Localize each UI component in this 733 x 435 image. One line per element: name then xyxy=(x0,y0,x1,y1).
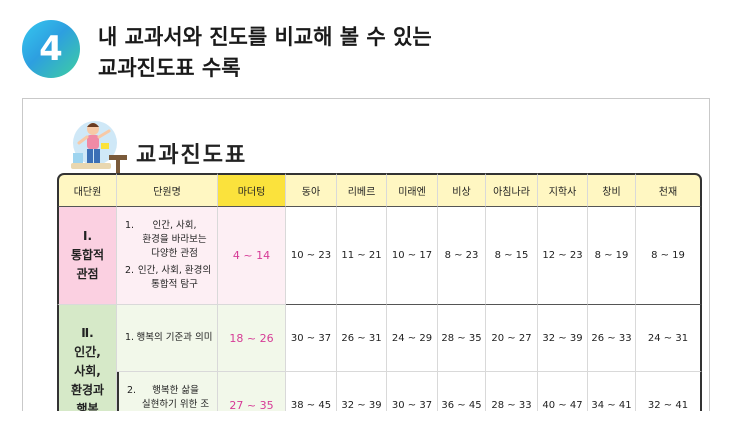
page-range-cell: 32 ~ 39 xyxy=(538,305,588,372)
lesson-title: 행복의 기준과 의미 xyxy=(136,332,213,343)
header-cell: 미래엔 xyxy=(387,173,438,207)
header-cell: 아침나라 xyxy=(486,173,538,207)
student-mascot-icon xyxy=(71,121,127,174)
unit-name: 통합적 관점 xyxy=(70,248,105,281)
table-row: Ⅱ. 인간, 사회, 환경과 행복 1. 행복의 기준과 의미 18 ~ 26 … xyxy=(57,305,702,411)
lesson-line: 환경을 바라보는 xyxy=(142,234,207,245)
page-range-cell: 8 ~ 19 xyxy=(588,207,636,305)
header-cell: 리베르 xyxy=(337,173,387,207)
page-range-cell: 32 ~ 39 xyxy=(337,372,387,411)
lesson-cell: 1. 행복의 기준과 의미 xyxy=(117,305,218,372)
section-heading: 내 교과서와 진도를 비교해 볼 수 있는 교과진도표 수록 xyxy=(98,22,432,84)
progress-table: 대단원 단원명 마더텅 동아 리베르 미래엔 비상 아침나라 지학사 창비 천재… xyxy=(57,173,702,411)
header-cell: 단원명 xyxy=(117,173,218,207)
page-range-cell: 30 ~ 37 xyxy=(387,372,438,411)
lesson-number: 2. xyxy=(126,385,137,396)
page-range-cell: 12 ~ 23 xyxy=(538,207,588,305)
header-cell: 창비 xyxy=(588,173,636,207)
unit-number: Ⅱ. xyxy=(81,326,94,340)
page-range-cell: 8 ~ 19 xyxy=(636,207,702,305)
lesson-number: 1. xyxy=(124,332,135,343)
unit-cell: Ⅰ. 통합적 관점 xyxy=(57,207,117,305)
page-range-cell: 34 ~ 41 xyxy=(588,372,636,411)
unit-number: Ⅰ. xyxy=(82,229,93,243)
page-range-cell: 24 ~ 29 xyxy=(387,305,438,372)
heading-line-1: 내 교과서와 진도를 비교해 볼 수 있는 xyxy=(98,25,432,49)
header-cell: 지학사 xyxy=(538,173,588,207)
page-range-cell: 28 ~ 33 xyxy=(486,372,538,411)
mothertongue-pages: 18 ~ 26 xyxy=(218,305,286,372)
lesson-line: 실현하기 위한 조건 xyxy=(141,399,210,410)
page-range-cell: 26 ~ 31 xyxy=(337,305,387,372)
lesson-line: 인간, 사회, 환경의 xyxy=(137,265,212,276)
header-cell-highlight: 마더텅 xyxy=(218,173,286,207)
progress-chart-panel: 교과진도표 대단원 단원명 마더텅 동아 리베르 미래엔 비상 아침나라 지학사… xyxy=(22,98,710,411)
page-range-cell: 11 ~ 21 xyxy=(337,207,387,305)
page-range-cell: 24 ~ 31 xyxy=(636,305,702,372)
page-range-cell: 30 ~ 37 xyxy=(286,305,337,372)
page-range-cell: 20 ~ 27 xyxy=(486,305,538,372)
unit-name: 인간, 사회, 환경과 행복 xyxy=(70,345,105,411)
lesson-line: 행복한 삶을 xyxy=(152,385,199,396)
mothertongue-pages: 27 ~ 35 xyxy=(218,372,286,411)
section-number-badge: 4 xyxy=(22,20,80,78)
lesson-line: 다양한 관점 xyxy=(151,248,198,259)
page-range-cell: 10 ~ 17 xyxy=(387,207,438,305)
lesson-number: 2. xyxy=(124,265,135,276)
page-range-cell: 8 ~ 23 xyxy=(438,207,486,305)
mothertongue-pages: 4 ~ 14 xyxy=(218,207,286,305)
panel-title: 교과진도표 xyxy=(136,143,248,168)
page-range-cell: 36 ~ 45 xyxy=(438,372,486,411)
page-range-cell: 8 ~ 15 xyxy=(486,207,538,305)
lesson-item: 1. 행복의 기준과 의미 xyxy=(123,331,213,345)
lesson-number: 1. xyxy=(124,220,135,231)
page-range-cell: 28 ~ 35 xyxy=(438,305,486,372)
page-range-cell: 40 ~ 47 xyxy=(538,372,588,411)
header-cell: 비상 xyxy=(438,173,486,207)
page-range-cell: 10 ~ 23 xyxy=(286,207,337,305)
lesson-line: 통합적 탐구 xyxy=(151,279,198,290)
unit-cell: Ⅱ. 인간, 사회, 환경과 행복 xyxy=(57,305,117,411)
page-range-cell: 26 ~ 33 xyxy=(588,305,636,372)
heading-line-2: 교과진도표 수록 xyxy=(98,56,241,80)
table-header-row: 대단원 단원명 마더텅 동아 리베르 미래엔 비상 아침나라 지학사 창비 천재 xyxy=(57,173,702,207)
page-range-cell: 32 ~ 41 xyxy=(636,372,702,411)
header-cell: 동아 xyxy=(286,173,337,207)
header-cell: 대단원 xyxy=(57,173,117,207)
header-cell: 천재 xyxy=(636,173,702,207)
lesson-line: 인간, 사회, xyxy=(152,220,197,231)
page-range-cell: 38 ~ 45 xyxy=(286,372,337,411)
